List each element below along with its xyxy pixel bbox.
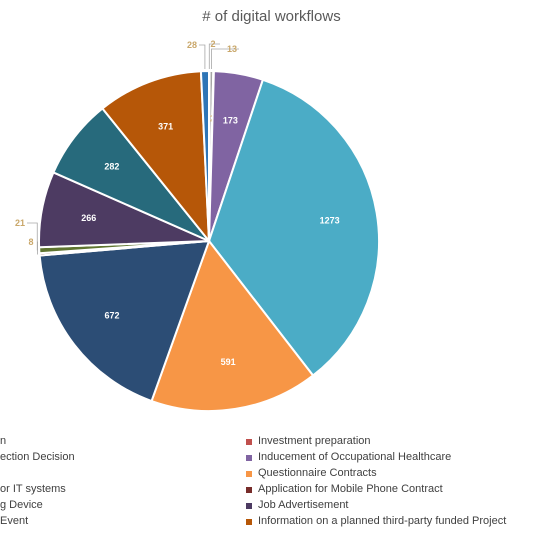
data-label: 672 (104, 311, 119, 321)
legend-swatch (246, 439, 252, 445)
data-label: 28 (187, 40, 197, 50)
chart-title: # of digital workflows (202, 8, 341, 25)
leader-line (208, 43, 220, 70)
data-label: 21 (15, 218, 25, 228)
legend-item: Inducement of Occupational Healthcare (246, 451, 452, 463)
data-label: 266 (81, 213, 96, 223)
legend-label: g Device (0, 499, 43, 511)
pie-chart: 2132173127359167282126628237128 (15, 39, 380, 412)
data-label: 2 (210, 39, 215, 49)
legend-item: n (0, 435, 6, 447)
legend-label: Questionnaire Contracts (258, 467, 377, 479)
legend-item: Event (0, 515, 28, 527)
legend-item: ection Decision (0, 451, 75, 463)
legend-label: or IT systems (0, 483, 66, 495)
pie-slice (207, 78, 380, 377)
legend-swatch (246, 471, 252, 477)
legend-swatch (246, 503, 252, 509)
legend-label: Job Advertisement (258, 499, 349, 511)
legend-label: ection Decision (0, 451, 75, 463)
leader-line (211, 48, 239, 70)
legend-label: Inducement of Occupational Healthcare (258, 451, 452, 463)
legend-item: Information on a planned third-party fun… (246, 515, 507, 527)
legend-label: Information on a planned third-party fun… (258, 515, 507, 527)
legend-label: Investment preparation (258, 435, 371, 447)
legend-label: n (0, 435, 7, 447)
legend-swatch (246, 455, 252, 461)
legend-item: Investment preparation (246, 435, 371, 447)
data-label: 13 (227, 44, 237, 54)
leader-line (199, 44, 206, 70)
pie-slice (101, 70, 211, 245)
legend-label: Event (0, 515, 29, 527)
leader-line (27, 222, 38, 251)
legend-item: Job Advertisement (246, 499, 349, 511)
pie-slice (150, 238, 315, 412)
data-label: 282 (104, 162, 119, 172)
data-label: 371 (158, 122, 173, 132)
data-label: 173 (223, 115, 238, 125)
legend-swatch (246, 519, 252, 525)
legend-item: or IT systems (0, 483, 66, 495)
data-label: 591 (221, 357, 236, 367)
legend-swatch (246, 487, 252, 493)
pie-slice (199, 69, 210, 242)
legend-item: Application for Mobile Phone Contract (246, 483, 443, 495)
legend-item: g Device (0, 499, 43, 511)
legend-label: Application for Mobile Phone Contract (258, 483, 443, 495)
data-label: 1273 (320, 216, 340, 226)
legend-item: Questionnaire Contracts (246, 467, 377, 479)
pie-slice (38, 239, 211, 403)
data-label: 8 (28, 237, 33, 247)
